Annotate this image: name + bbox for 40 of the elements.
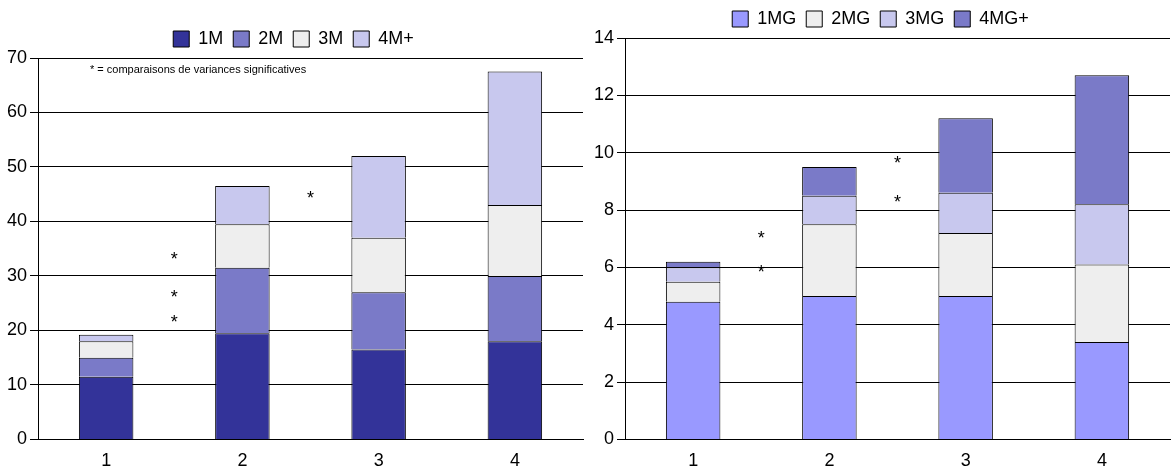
y-tick-label: 30 <box>6 264 28 285</box>
y-tick-label: 10 <box>6 373 28 394</box>
legend-label: 3M <box>318 27 344 48</box>
x-tick-label: 1 <box>688 450 699 471</box>
y-tick-label: 4 <box>604 313 615 334</box>
legend-label: 4M+ <box>378 27 414 48</box>
annotation: * <box>170 287 178 308</box>
y-tick-label: 6 <box>604 256 615 277</box>
y-tick-label: 8 <box>604 199 615 219</box>
x-tick-label: 3 <box>373 450 384 471</box>
legend-label: 2M <box>258 27 284 48</box>
annotation: * <box>307 188 315 209</box>
y-tick-label: 12 <box>593 84 615 105</box>
legend-label: 2MG <box>831 7 871 28</box>
x-tick-label: 4 <box>509 450 520 471</box>
annotation: * <box>170 312 178 333</box>
y-tick-label: 60 <box>6 101 28 122</box>
y-tick-label: 40 <box>6 210 28 231</box>
y-tick-label: 70 <box>6 46 28 67</box>
annotation: * <box>894 153 902 174</box>
x-tick-label: 2 <box>237 450 248 471</box>
annotation: * <box>757 227 765 248</box>
legend-label: 1M <box>198 27 224 48</box>
y-tick-label: 0 <box>604 428 615 449</box>
legend-label: 1MG <box>757 7 797 28</box>
y-tick-label: 50 <box>6 155 28 176</box>
y-tick-label: 0 <box>17 428 28 449</box>
x-tick-label: 1 <box>101 450 112 471</box>
y-tick-label: 10 <box>593 141 615 162</box>
legend-label: 3MG <box>905 7 945 28</box>
x-tick-label: 4 <box>1096 450 1107 471</box>
annotation: * = comparaisons de variances significatives <box>90 63 307 76</box>
y-tick-label: 2 <box>604 371 615 392</box>
y-tick-label: 14 <box>593 26 615 47</box>
annotation: * <box>894 191 902 212</box>
x-tick-label: 3 <box>960 450 971 471</box>
annotation: * <box>170 249 178 270</box>
x-tick-label: 2 <box>824 450 835 471</box>
y-tick-label: 20 <box>6 319 28 340</box>
legend-label: 4MG+ <box>979 7 1029 28</box>
